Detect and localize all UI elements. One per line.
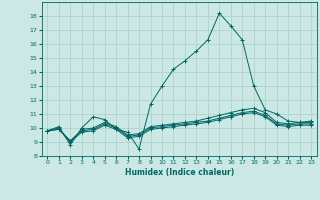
X-axis label: Humidex (Indice chaleur): Humidex (Indice chaleur) [124,168,234,177]
